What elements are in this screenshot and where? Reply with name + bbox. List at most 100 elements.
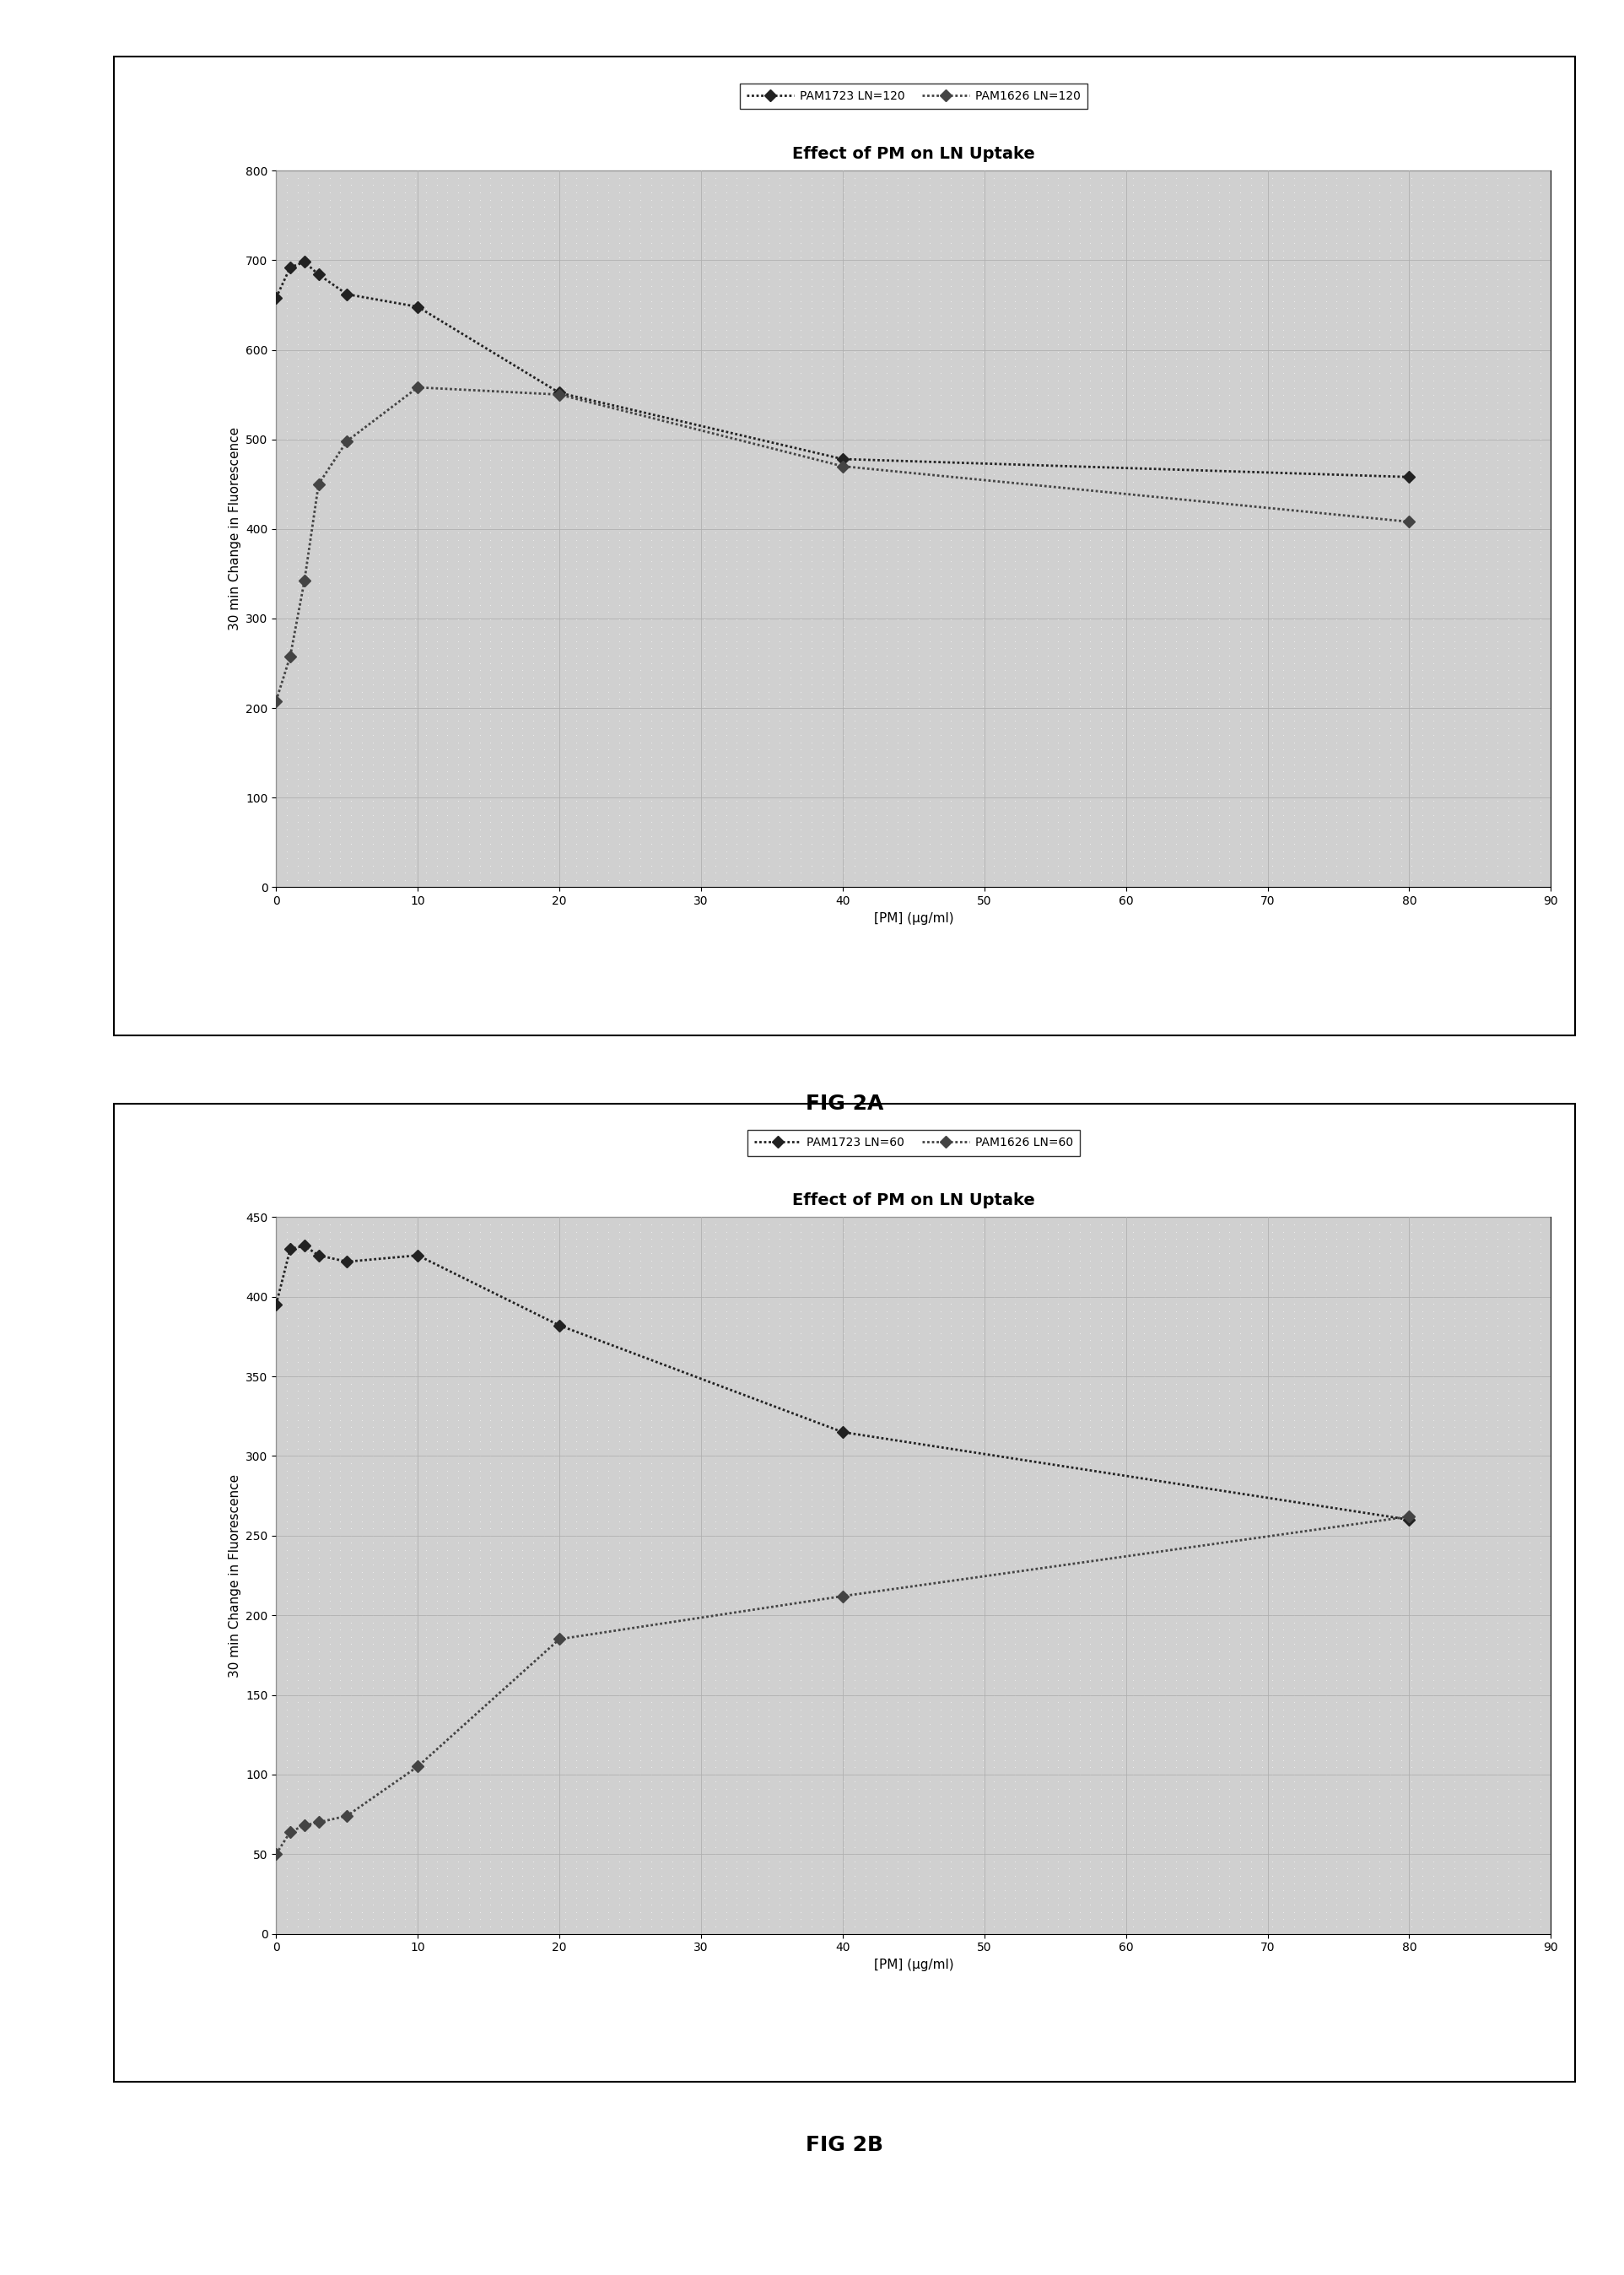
Point: [745, 1228, 771, 1265]
Point: [981, 1734, 1007, 1770]
Point: [692, 703, 718, 739]
Point: [1013, 1308, 1039, 1345]
Point: [1216, 1242, 1242, 1279]
Point: [317, 1547, 343, 1583]
Point: [960, 1627, 986, 1663]
Point: [1473, 1315, 1499, 1351]
Point: [1398, 1806, 1424, 1843]
Point: [445, 767, 471, 803]
Point: [296, 1272, 322, 1308]
Point: [606, 1829, 632, 1866]
Point: [734, 723, 760, 760]
Point: [1142, 1381, 1168, 1417]
Point: [510, 1699, 536, 1736]
Point: [960, 209, 986, 246]
Point: [617, 557, 643, 594]
Point: [349, 1351, 375, 1388]
Point: [680, 1424, 706, 1461]
Point: [734, 1743, 760, 1779]
Point: [970, 1567, 996, 1604]
Point: [960, 1395, 986, 1431]
Point: [1249, 175, 1275, 212]
Point: [1077, 246, 1103, 282]
Point: [960, 1481, 986, 1517]
Point: [841, 1633, 867, 1670]
Point: [349, 391, 375, 428]
Point: [1505, 514, 1531, 551]
Point: [788, 1561, 814, 1597]
Point: [1130, 457, 1156, 494]
Point: [841, 1292, 867, 1329]
Point: [939, 1495, 965, 1531]
Point: [382, 1451, 408, 1488]
Point: [1228, 1540, 1254, 1577]
Point: [841, 196, 867, 232]
Point: [970, 1322, 996, 1358]
Point: [659, 1886, 685, 1922]
Point: [274, 557, 300, 594]
Point: [1013, 594, 1039, 630]
Point: [552, 1597, 578, 1633]
Point: [820, 1843, 846, 1879]
Point: [1356, 275, 1382, 312]
Point: [1077, 1256, 1103, 1292]
Point: [1496, 1495, 1522, 1531]
Point: [382, 1829, 408, 1866]
Point: [1527, 218, 1553, 255]
Point: [724, 1800, 750, 1836]
Point: [606, 1706, 632, 1743]
Point: [638, 1843, 664, 1879]
Point: [799, 464, 825, 500]
Point: [1023, 1706, 1049, 1743]
Point: [1088, 1786, 1114, 1822]
Point: [862, 673, 888, 710]
Point: [1163, 1531, 1189, 1567]
Point: [1207, 819, 1233, 855]
PAM1626 LN=120: [549, 380, 568, 407]
Point: [263, 528, 289, 564]
Point: [489, 182, 515, 218]
Point: [1312, 305, 1338, 341]
Point: [916, 776, 942, 812]
Point: [359, 1720, 385, 1756]
Point: [778, 166, 804, 202]
Point: [531, 687, 557, 723]
Point: [1184, 1408, 1210, 1445]
Point: [1056, 521, 1082, 557]
Point: [435, 687, 461, 723]
Point: [1345, 544, 1371, 580]
Point: [477, 1256, 503, 1292]
Point: [788, 723, 814, 760]
Point: [1377, 1381, 1403, 1417]
Point: [1077, 507, 1103, 544]
Point: [1419, 202, 1445, 239]
Point: [1002, 1590, 1028, 1627]
Point: [1484, 1647, 1510, 1684]
Point: [1237, 1822, 1263, 1859]
Point: [274, 1561, 300, 1597]
Point: [1496, 1663, 1522, 1699]
Point: [1013, 1604, 1039, 1640]
Point: [328, 1481, 354, 1517]
Point: [1473, 218, 1499, 255]
Point: [1153, 362, 1179, 398]
Point: [531, 1495, 557, 1531]
Point: [885, 391, 911, 428]
Point: [284, 1424, 310, 1461]
Point: [799, 189, 825, 225]
Point: [391, 1372, 417, 1408]
Point: [1088, 1301, 1114, 1338]
Point: [1270, 1684, 1296, 1720]
Point: [456, 435, 482, 471]
Point: [874, 557, 900, 594]
Point: [1291, 312, 1317, 348]
Point: [510, 580, 536, 617]
Point: [648, 753, 674, 789]
Point: [916, 1647, 942, 1684]
Point: [284, 1222, 310, 1258]
Point: [1452, 362, 1478, 398]
Point: [284, 1713, 310, 1749]
Point: [927, 1822, 953, 1859]
Point: [1163, 1547, 1189, 1583]
Point: [960, 1749, 986, 1786]
